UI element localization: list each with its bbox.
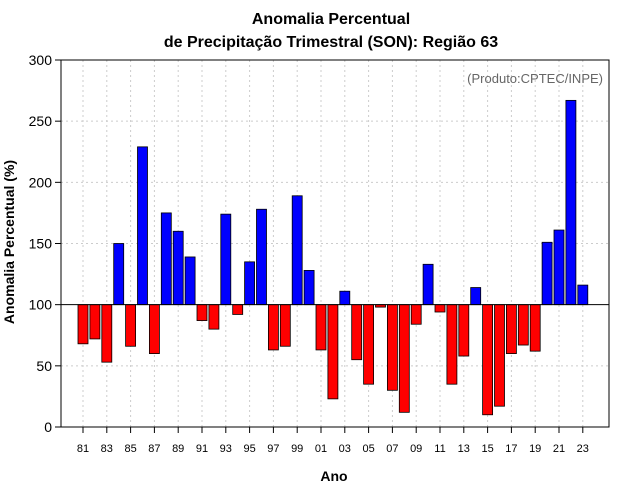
xtick-label-15: 15 xyxy=(481,443,493,455)
bar-23 xyxy=(577,284,589,306)
bar-10 xyxy=(422,263,434,306)
bar-84 xyxy=(113,243,125,306)
bar-81 xyxy=(77,304,89,345)
ytick-label-100: 100 xyxy=(29,297,53,313)
x-axis-ticks: 81 83 85 87 89 91 93 95 97 99 01 03 05 07 09 11 13 15 17 19… xyxy=(77,427,589,455)
bar-15 xyxy=(482,304,494,416)
bar-18 xyxy=(517,304,529,346)
bar-07 xyxy=(386,304,398,391)
bar-19 xyxy=(529,304,541,352)
bar-00 xyxy=(303,270,315,306)
xtick-label-23: 23 xyxy=(577,443,589,455)
bar-89 xyxy=(172,230,184,306)
xtick-label-99: 99 xyxy=(291,443,303,455)
xtick-label-95: 95 xyxy=(243,443,255,455)
x-axis-label: Ano xyxy=(320,468,347,484)
grid xyxy=(61,60,609,427)
bar-97 xyxy=(267,304,279,351)
bar-99 xyxy=(291,195,303,306)
bar-91 xyxy=(196,304,208,321)
ytick-label-150: 150 xyxy=(29,236,53,252)
bar-05 xyxy=(363,304,375,385)
credit-text: (Produto:CPTEC/INPE) xyxy=(467,71,603,86)
bar-92 xyxy=(208,304,220,330)
ytick-label-50: 50 xyxy=(36,358,52,374)
bar-93 xyxy=(220,213,232,306)
bar-21 xyxy=(553,229,565,306)
ytick-label-200: 200 xyxy=(29,174,53,190)
xtick-label-83: 83 xyxy=(101,443,113,455)
bar-22 xyxy=(565,99,577,306)
xtick-label-97: 97 xyxy=(267,443,279,455)
bar-90 xyxy=(184,256,196,306)
ytick-label-300: 300 xyxy=(29,52,53,68)
bar-04 xyxy=(351,304,363,361)
xtick-label-19: 19 xyxy=(529,443,541,455)
xtick-label-03: 03 xyxy=(339,443,351,455)
xtick-label-93: 93 xyxy=(220,443,232,455)
xtick-label-87: 87 xyxy=(148,443,160,455)
bars xyxy=(77,99,589,416)
bar-98 xyxy=(279,304,291,347)
bar-08 xyxy=(398,304,410,413)
ytick-label-250: 250 xyxy=(29,113,53,129)
xtick-label-85: 85 xyxy=(124,443,136,455)
xtick-label-09: 09 xyxy=(410,443,422,455)
xtick-label-05: 05 xyxy=(362,443,374,455)
xtick-label-81: 81 xyxy=(77,443,89,455)
xtick-label-01: 01 xyxy=(315,443,327,455)
xtick-label-13: 13 xyxy=(458,443,470,455)
bar-95 xyxy=(244,261,256,306)
bar-88 xyxy=(160,212,172,306)
xtick-label-07: 07 xyxy=(386,443,398,455)
bar-14 xyxy=(470,287,482,306)
bar-20 xyxy=(541,241,553,306)
bar-03 xyxy=(339,290,351,306)
bar-16 xyxy=(494,304,505,407)
y-axis-ticks: 0 50 100 150 200 250 300 xyxy=(29,52,61,435)
y-axis-label: Anomalia Percentual (%) xyxy=(1,160,17,324)
chart-title-line2: de Precipitação Trimestral (SON): Região… xyxy=(164,34,498,51)
xtick-label-89: 89 xyxy=(172,443,184,455)
xtick-label-11: 11 xyxy=(434,443,445,455)
bar-83 xyxy=(101,304,113,363)
bar-96 xyxy=(256,208,267,306)
bar-85 xyxy=(125,304,136,347)
xtick-label-21: 21 xyxy=(553,443,565,455)
bar-11 xyxy=(434,304,446,313)
bar-09 xyxy=(410,304,422,325)
chart-title-line1: Anomalia Percentual xyxy=(252,11,410,28)
bar-86 xyxy=(137,146,148,306)
bar-94 xyxy=(232,304,244,315)
bar-17 xyxy=(505,304,517,354)
bar-12 xyxy=(446,304,458,385)
bar-87 xyxy=(148,304,160,354)
xtick-label-91: 91 xyxy=(196,443,208,455)
bar-01 xyxy=(315,304,327,351)
bar-82 xyxy=(89,304,101,340)
xtick-label-17: 17 xyxy=(505,443,517,455)
bar-02 xyxy=(327,304,339,400)
bar-13 xyxy=(458,304,470,357)
ytick-label-0: 0 xyxy=(44,419,52,435)
